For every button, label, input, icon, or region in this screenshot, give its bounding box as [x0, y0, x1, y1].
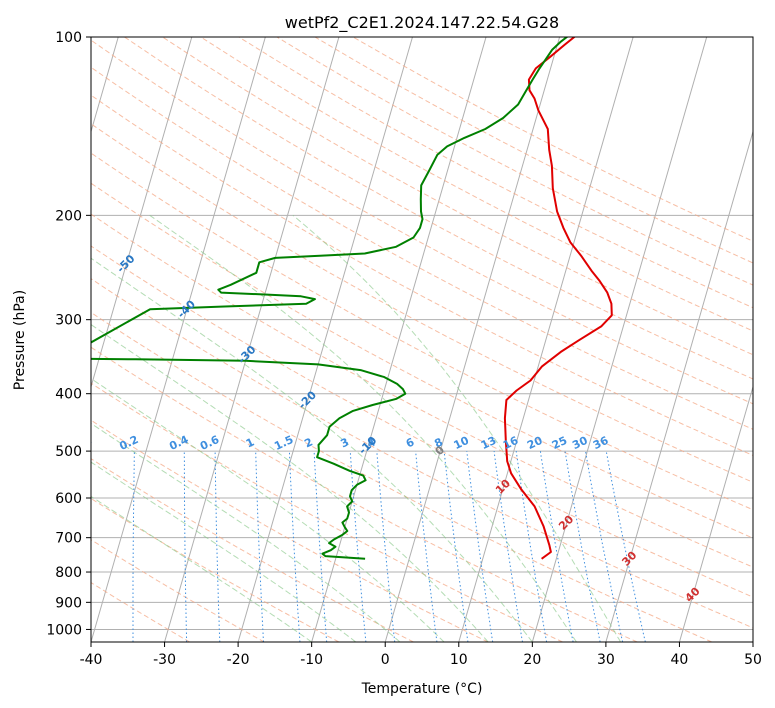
mixing-ratio-line — [376, 451, 396, 642]
moist-adiabat — [292, 214, 622, 642]
y-tick-label: 1000 — [46, 622, 82, 638]
y-tick-label: 200 — [55, 208, 82, 224]
dry-adiabat — [200, 37, 753, 332]
mixing-ratio-label: 30 — [570, 434, 590, 452]
isotherm-line — [531, 37, 708, 642]
isotherm-line — [605, 129, 753, 642]
moist-adiabat — [91, 461, 357, 642]
x-tick-label: 50 — [744, 652, 762, 668]
isotherm-line — [91, 37, 193, 389]
mixing-ratio-line — [493, 451, 523, 642]
x-tick-label: -10 — [300, 652, 323, 668]
axes: -40 -30 -20 -10 0 10 20 30 40 50 100 200 300 400 500 60… — [46, 30, 762, 668]
mixing-ratio-label: 10 — [452, 434, 472, 452]
x-tick-label: 0 — [381, 652, 390, 668]
moist-adiabat — [91, 495, 312, 642]
sounding-lines — [91, 37, 613, 560]
x-tick-label: -20 — [227, 652, 250, 668]
dry-adiabat — [91, 458, 414, 642]
y-tick-label: 400 — [55, 387, 82, 403]
sounding-trace — [503, 37, 613, 560]
mixing-ratio-label: 13 — [479, 434, 498, 452]
mixing-ratio-line — [605, 451, 646, 642]
mixing-ratio-label: 0.1 — [71, 433, 94, 453]
mixing-ratio-line — [564, 451, 601, 642]
dry-adiabat — [91, 419, 489, 642]
grid-layer — [91, 37, 753, 642]
isotherm-line — [91, 37, 266, 642]
dry-adiabat — [91, 123, 753, 483]
mixing-ratio-label: 16 — [501, 434, 521, 452]
moist-adiabat — [91, 377, 445, 642]
isotherm-line — [164, 37, 340, 642]
dry-adiabat — [91, 581, 190, 642]
moist-adiabat — [149, 214, 577, 642]
y-axis-title: Pressure (hPa) — [12, 290, 28, 390]
x-tick-label: 30 — [597, 652, 615, 668]
mixing-ratio-line — [443, 451, 469, 642]
dry-adiabat — [91, 346, 638, 642]
isotherm-line — [678, 384, 753, 642]
isotherm-line — [311, 37, 487, 642]
dry-adiabat — [91, 213, 753, 568]
dry-adiabat — [91, 182, 753, 539]
plot-frame — [90, 36, 754, 643]
isotherm-line — [458, 37, 634, 642]
dry-adiabat — [91, 382, 563, 642]
chart-title: wetPf2_C2E1.2024.147.22.54.G28 — [285, 13, 559, 33]
dry-adiabat — [91, 497, 340, 642]
x-tick-label: -40 — [80, 652, 103, 668]
dry-adiabat — [276, 37, 753, 286]
sounding-trace — [91, 37, 569, 560]
dry-adiabat — [91, 245, 753, 598]
moist-adiabat — [91, 323, 489, 642]
mixing-ratio-line — [415, 451, 438, 642]
mixing-ratio-line — [349, 451, 367, 642]
x-axis-title: Temperature (°C) — [361, 681, 483, 697]
mixing-ratio-label: 25 — [550, 434, 569, 452]
y-tick-label: 700 — [55, 531, 82, 547]
y-tick-label: 100 — [55, 30, 82, 46]
x-tick-label: 10 — [450, 652, 468, 668]
y-tick-label: 900 — [55, 595, 82, 611]
dry-adiabat — [238, 37, 753, 309]
dry-adiabat — [91, 278, 753, 629]
y-tick-label: 800 — [55, 565, 82, 581]
dry-adiabat — [91, 66, 753, 430]
x-tick-label: 40 — [671, 652, 689, 668]
x-tick-label: -30 — [153, 652, 176, 668]
mixing-ratio-label: 36 — [591, 434, 611, 452]
dry-adiabat — [91, 39, 753, 405]
mixing-ratio-line — [585, 451, 624, 642]
mixing-ratio-line — [466, 451, 494, 642]
mixing-ratio-label: 20 — [525, 434, 545, 452]
isotherm-line — [384, 37, 561, 642]
moist-adiabat — [91, 257, 533, 642]
y-tick-label: 600 — [55, 491, 82, 507]
y-tick-label: 300 — [55, 313, 82, 329]
dry-adiabat — [91, 94, 753, 457]
moist-adiabat — [91, 422, 401, 642]
y-tick-label: 500 — [55, 444, 82, 460]
x-tick-label: 20 — [523, 652, 541, 668]
